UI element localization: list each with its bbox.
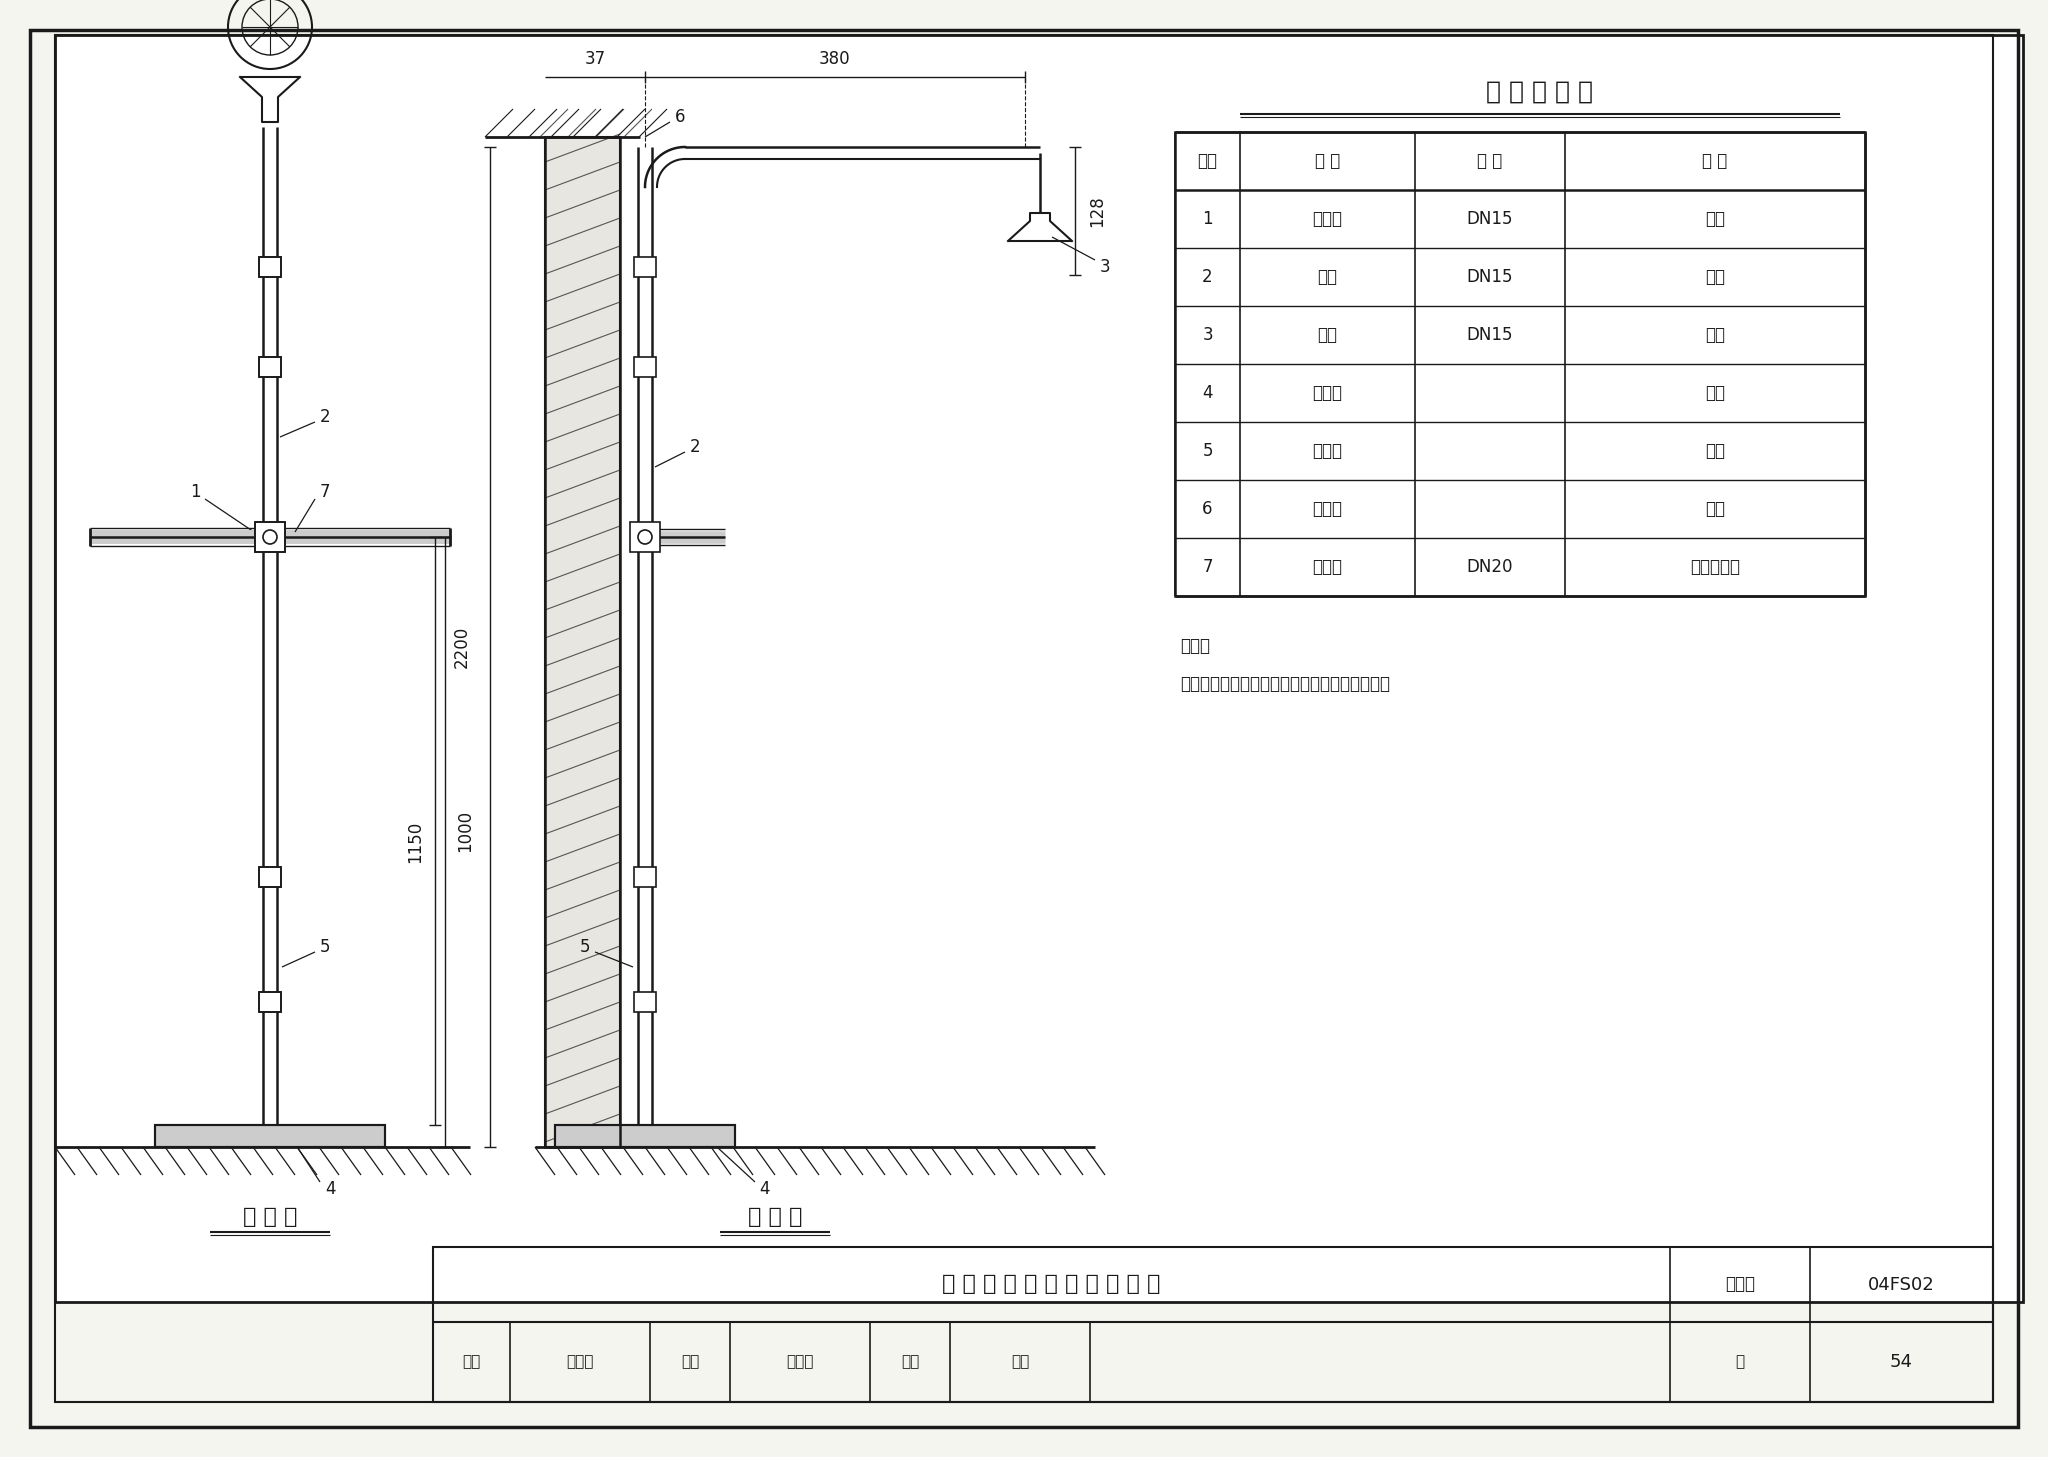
Text: 配套: 配套: [1706, 268, 1724, 286]
Text: 2: 2: [690, 439, 700, 456]
Text: 立管: 立管: [1317, 268, 1337, 286]
Bar: [156, 1125, 385, 1147]
Text: 室内地面排水沟的做法及地漏位置由设计决定．: 室内地面排水沟的做法及地漏位置由设计决定．: [1180, 675, 1391, 694]
Text: 审核: 审核: [463, 1355, 481, 1370]
Bar: [432, 1247, 1993, 1402]
Text: 杨春志: 杨春志: [786, 1355, 813, 1370]
Text: 脚塔板: 脚塔板: [1313, 385, 1343, 402]
Text: 2: 2: [319, 408, 330, 425]
Bar: [156, 1125, 385, 1147]
Bar: [258, 992, 281, 1013]
Text: 5: 5: [1202, 441, 1212, 460]
Text: 1: 1: [190, 484, 201, 501]
Text: 设计: 设计: [901, 1355, 920, 1370]
Bar: [545, 137, 621, 1147]
Text: 材 料: 材 料: [1702, 152, 1729, 170]
Text: 说明：: 说明：: [1180, 637, 1210, 656]
Text: 4: 4: [1202, 385, 1212, 402]
Bar: [258, 256, 281, 277]
Text: 配套: 配套: [1706, 326, 1724, 344]
Bar: [555, 1125, 735, 1147]
Text: 54: 54: [1890, 1354, 1913, 1371]
Text: 规 格: 规 格: [1477, 152, 1503, 170]
Bar: [555, 1125, 735, 1147]
Text: 1000: 1000: [457, 810, 473, 852]
Text: DN15: DN15: [1466, 268, 1513, 286]
Text: 7: 7: [319, 484, 330, 501]
Text: 4: 4: [326, 1180, 336, 1198]
Text: 128: 128: [1087, 195, 1106, 227]
Bar: [1176, 133, 1866, 596]
Text: 04FS02: 04FS02: [1868, 1275, 1935, 1294]
Text: 7: 7: [1202, 558, 1212, 576]
Text: 配套: 配套: [1706, 210, 1724, 227]
Text: 配套: 配套: [1706, 500, 1724, 519]
Bar: [256, 522, 285, 552]
Text: 排水管: 排水管: [1313, 441, 1343, 460]
Bar: [258, 992, 281, 1013]
Text: 任放: 任放: [1012, 1355, 1030, 1370]
Bar: [258, 867, 281, 887]
Text: 配套: 配套: [1706, 385, 1724, 402]
Text: 5: 5: [580, 938, 590, 956]
Text: 380: 380: [819, 50, 850, 68]
Bar: [635, 357, 655, 377]
Text: 立 面 图: 立 面 图: [244, 1206, 297, 1227]
Text: DN15: DN15: [1466, 326, 1513, 344]
Bar: [635, 992, 655, 1013]
Text: 3: 3: [1100, 258, 1110, 275]
Bar: [258, 357, 281, 377]
Bar: [635, 256, 655, 277]
Bar: [256, 522, 285, 552]
Text: 开关阀: 开关阀: [1313, 210, 1343, 227]
Bar: [545, 137, 621, 1147]
Text: 3: 3: [1202, 326, 1212, 344]
Text: 6: 6: [1202, 500, 1212, 519]
Text: 1: 1: [1202, 210, 1212, 227]
Text: 1150: 1150: [406, 820, 424, 863]
Text: 6: 6: [674, 108, 686, 125]
Text: 侧 面 图: 侧 面 图: [748, 1206, 803, 1227]
Text: 单 管 脚 踏 式 淋 浴 器 安 装 图: 单 管 脚 踏 式 淋 浴 器 安 装 图: [942, 1275, 1161, 1294]
Bar: [258, 256, 281, 277]
Text: 固定座: 固定座: [1313, 500, 1343, 519]
Text: 2200: 2200: [453, 627, 471, 669]
Circle shape: [639, 530, 651, 543]
Bar: [635, 867, 655, 887]
Text: 许为民: 许为民: [567, 1355, 594, 1370]
Text: 图集号: 图集号: [1724, 1275, 1755, 1294]
Text: 37: 37: [584, 50, 606, 68]
Text: 编号: 编号: [1198, 152, 1217, 170]
Text: DN20: DN20: [1466, 558, 1513, 576]
Text: 热水管: 热水管: [1313, 558, 1343, 576]
Text: 4: 4: [760, 1180, 770, 1198]
Bar: [55, 35, 2023, 1303]
Bar: [258, 357, 281, 377]
Text: 校对: 校对: [680, 1355, 698, 1370]
Circle shape: [262, 530, 276, 543]
Text: 页: 页: [1735, 1355, 1745, 1370]
Text: 热镇锌钉管: 热镇锌钉管: [1690, 558, 1741, 576]
Text: 5: 5: [319, 938, 330, 956]
Text: 配套: 配套: [1706, 441, 1724, 460]
Text: 嘴头: 嘴头: [1317, 326, 1337, 344]
Text: 名 称: 名 称: [1315, 152, 1339, 170]
Text: 2: 2: [1202, 268, 1212, 286]
Text: 主 要 材 料 表: 主 要 材 料 表: [1487, 80, 1593, 103]
Bar: [631, 522, 659, 552]
Text: DN15: DN15: [1466, 210, 1513, 227]
Bar: [258, 867, 281, 887]
